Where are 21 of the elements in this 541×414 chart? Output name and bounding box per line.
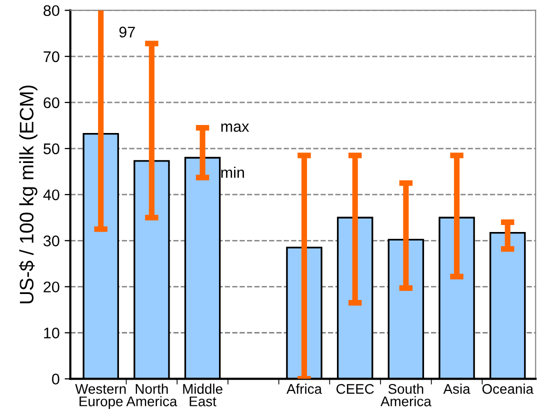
- x-tick-label: Africa: [286, 384, 322, 394]
- x-tick-label: North America: [126, 384, 178, 406]
- y-tick-label: 20: [44, 282, 60, 292]
- annotation: 97: [119, 26, 135, 38]
- x-tick-label: Western Europe: [75, 384, 126, 410]
- y-tick-label: 50: [44, 143, 60, 154]
- x-tick-label: South America: [380, 384, 432, 406]
- x-tick-label: Asia: [443, 384, 470, 394]
- y-axis-title: US-$ / 100 kg milk (ECM): [18, 86, 38, 304]
- x-tick-label: Middle East: [183, 384, 222, 406]
- y-tick-label: 60: [44, 97, 60, 108]
- y-tick-label: 0: [52, 374, 60, 384]
- y-tick-label: 30: [44, 236, 60, 246]
- x-tick-label: Oceania: [482, 384, 534, 394]
- x-tick-label: CEEC: [336, 384, 374, 394]
- annotation: max: [221, 124, 250, 132]
- y-tick-label: 40: [43, 189, 60, 200]
- y-tick-label: 80: [44, 5, 60, 16]
- y-tick-label: 10: [44, 328, 60, 338]
- annotation: min: [221, 166, 244, 178]
- y-tick-label: 70: [44, 51, 60, 62]
